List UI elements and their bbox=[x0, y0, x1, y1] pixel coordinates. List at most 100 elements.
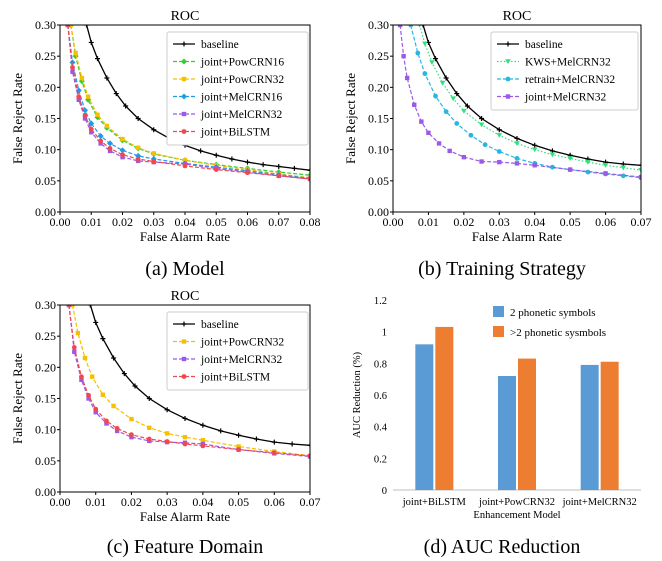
legend-marker-joint+PowCRN32 bbox=[181, 339, 187, 344]
legend-label-joint+MelCRN16: joint+MelCRN16 bbox=[200, 92, 282, 104]
series-point-baseline bbox=[236, 432, 242, 438]
series-point-joint+MelCRN32 bbox=[89, 130, 94, 135]
legend-label-joint+MelCRN32: joint+MelCRN32 bbox=[200, 354, 282, 366]
roc-panel-2: ROC 0.00 0.01 0.02 0.03 0.04 0.05 0.06 0.07 0.00 0… bbox=[10, 289, 321, 524]
legend-label-joint+PowCRN32: joint+PowCRN32 bbox=[200, 74, 284, 86]
series-point-joint+BiLSTM bbox=[107, 146, 113, 151]
series-point-joint+BiLSTM bbox=[65, 25, 71, 28]
legend-label-joint+PowCRN16: joint+PowCRN16 bbox=[200, 57, 284, 69]
y-tick-label: 0.20 bbox=[35, 80, 56, 94]
x-tick-label: 0.04 bbox=[192, 495, 213, 509]
x-tick-label: 0.02 bbox=[112, 215, 133, 229]
legend-marker-joint+BiLSTM bbox=[181, 374, 187, 379]
legend-marker-baseline bbox=[181, 41, 187, 47]
series-point-retrain+MelCRN32 bbox=[415, 50, 421, 56]
series-point-baseline bbox=[514, 135, 520, 141]
series-point-joint+BiLSTM bbox=[98, 138, 104, 144]
series-point-joint+MelCRN16 bbox=[97, 132, 104, 139]
series-point-baseline bbox=[164, 407, 170, 413]
series-point-joint+MelCRN32 bbox=[76, 97, 81, 102]
bar-1-1 bbox=[518, 358, 536, 490]
series-point-baseline bbox=[532, 142, 538, 148]
series-point-joint+BiLSTM bbox=[79, 374, 84, 380]
series-point-joint+BiLSTM bbox=[151, 159, 157, 164]
x-tick-label: 0.02 bbox=[121, 495, 142, 509]
series-point-joint+PowCRN32 bbox=[200, 438, 206, 443]
y-tick-label: 0.00 bbox=[35, 485, 56, 499]
series-point-joint+MelCRN32 bbox=[98, 141, 103, 146]
x-tick-label: 0.07 bbox=[631, 215, 652, 229]
series-point-baseline bbox=[88, 39, 94, 45]
series-point-joint+MelCRN32 bbox=[412, 102, 417, 107]
series-point-KWS+MelCRN32 bbox=[496, 133, 503, 138]
series-point-baseline bbox=[443, 75, 449, 81]
series-point-baseline bbox=[132, 383, 138, 389]
series-point-joint+BiLSTM bbox=[182, 163, 188, 169]
y-tick-label: 0.15 bbox=[35, 112, 56, 126]
y-tick-label: 0.15 bbox=[35, 392, 56, 406]
y-tick-label: 0.25 bbox=[368, 49, 389, 63]
legend-label-retrain+MelCRN32: retrain+MelCRN32 bbox=[525, 74, 615, 86]
series-point-KWS+MelCRN32 bbox=[429, 60, 435, 65]
legend-label-joint+MelCRN32: joint+MelCRN32 bbox=[524, 92, 606, 104]
series-point-joint+BiLSTM bbox=[236, 447, 241, 453]
y-tick-label: 0.05 bbox=[368, 174, 389, 188]
series-point-joint+MelCRN32 bbox=[638, 174, 641, 180]
series-point-joint+PowCRN32 bbox=[164, 431, 170, 436]
series-point-baseline bbox=[464, 103, 470, 109]
series-point-KWS+MelCRN32 bbox=[585, 159, 591, 165]
series-point-baseline bbox=[420, 25, 426, 28]
series-point-KWS+MelCRN32 bbox=[439, 80, 446, 86]
series-line-joint+PowCRN16 bbox=[70, 25, 310, 176]
series-point-baseline bbox=[123, 103, 129, 109]
series-line-baseline bbox=[89, 305, 310, 446]
legend-box bbox=[490, 31, 639, 111]
series-point-joint+BiLSTM bbox=[200, 443, 206, 449]
x-tick-label: 0.06 bbox=[264, 495, 285, 509]
series-point-joint+MelCRN32 bbox=[107, 148, 113, 154]
y-tick-label: 0.8 bbox=[374, 359, 387, 370]
series-group bbox=[66, 305, 310, 459]
series-point-joint+PowCRN32 bbox=[73, 50, 78, 56]
series-point-joint+BiLSTM bbox=[182, 441, 188, 447]
y-tick-label: 0.20 bbox=[368, 80, 389, 94]
y-tick-label: 0.6 bbox=[374, 391, 387, 402]
series-point-KWS+MelCRN32 bbox=[638, 168, 641, 173]
series-point-joint+MelCRN32 bbox=[497, 159, 502, 165]
series-point-joint+PowCRN32 bbox=[100, 392, 106, 397]
series-point-joint+PowCRN32 bbox=[89, 374, 95, 379]
legend-label-joint+PowCRN32: joint+PowCRN32 bbox=[200, 337, 284, 349]
legend-marker-baseline bbox=[181, 321, 187, 327]
series-point-joint+BiLSTM bbox=[76, 94, 82, 100]
bar-1-0 bbox=[435, 326, 454, 490]
y-tick-label: 0.30 bbox=[35, 18, 56, 32]
legend-marker-baseline bbox=[505, 41, 511, 47]
legend-label-baseline: baseline bbox=[201, 39, 239, 51]
bar-1-2 bbox=[600, 361, 619, 490]
category-label: joint+PowCRN32 bbox=[478, 497, 555, 508]
bar-0-0 bbox=[415, 344, 434, 490]
series-point-joint+PowCRN32 bbox=[151, 151, 156, 156]
series-line-joint+PowCRN32 bbox=[70, 25, 310, 179]
series-point-KWS+MelCRN32 bbox=[478, 122, 485, 128]
category-label: joint+MelCRN32 bbox=[562, 497, 637, 508]
series-point-KWS+MelCRN32 bbox=[450, 96, 457, 102]
series-point-KWS+MelCRN32 bbox=[620, 165, 627, 171]
series-point-joint+BiLSTM bbox=[104, 418, 109, 424]
x-tick-label: 0.03 bbox=[489, 215, 510, 229]
x-tick-label: 0.03 bbox=[157, 495, 178, 509]
legend-label-joint+BiLSTM: joint+BiLSTM bbox=[200, 127, 270, 139]
series-point-joint+PowCRN32 bbox=[147, 425, 152, 430]
series-point-joint+MelCRN32 bbox=[401, 53, 406, 59]
series-point-baseline bbox=[100, 336, 106, 342]
y-tick-label: 0.10 bbox=[35, 423, 56, 437]
legend-swatch-0 bbox=[493, 306, 504, 317]
legend-box bbox=[166, 31, 309, 146]
series-point-joint+BiLSTM bbox=[82, 112, 88, 118]
legend-label-joint+MelCRN32: joint+MelCRN32 bbox=[200, 109, 282, 121]
series-point-baseline bbox=[291, 165, 297, 171]
series-line-KWS+MelCRN32 bbox=[419, 25, 641, 171]
series-point-joint+BiLSTM bbox=[129, 432, 134, 438]
x-axis-label: False Alarm Rate bbox=[140, 229, 230, 244]
series-point-retrain+MelCRN32 bbox=[496, 149, 502, 154]
